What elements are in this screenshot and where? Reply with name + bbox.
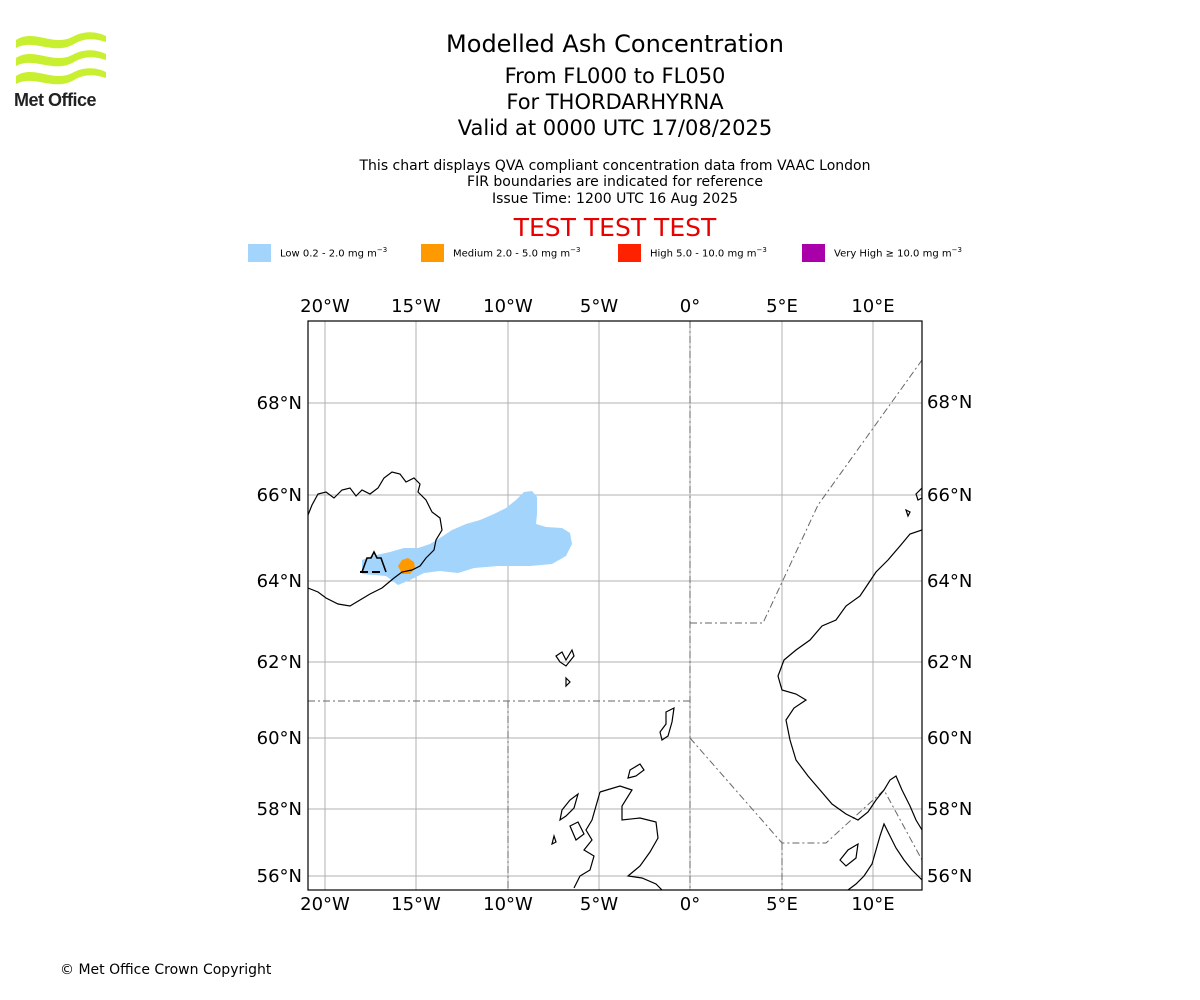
valid-time: Valid at 0000 UTC 17/08/2025 (457, 116, 773, 140)
lat-label-right: 60°N (927, 728, 972, 749)
lon-label-bottom: 10°W (483, 894, 533, 915)
test-banner: TEST TEST TEST (513, 213, 717, 242)
volcano-icon[interactable] (360, 550, 387, 573)
legend-label-high: High 5.0 - 10.0 mg m (650, 248, 757, 260)
legend-swatch-low (248, 244, 271, 262)
issue-time: Issue Time: 1200 UTC 16 Aug 2025 (491, 191, 739, 207)
volcano-location: For THORDARHYRNA (506, 90, 724, 114)
lat-label-right: 68°N (927, 392, 972, 413)
map-frame (307, 320, 923, 891)
lon-label-bottom: 5°W (580, 894, 618, 915)
flight-levels: From FL000 to FL050 (504, 64, 726, 88)
lon-label-top: 15°W (391, 296, 441, 317)
lon-label-bottom: 0° (680, 894, 700, 915)
skagerrak-coastline (847, 822, 922, 890)
lat-label-right: 66°N (927, 485, 972, 506)
lat-label-left: 62°N (257, 652, 302, 673)
fir-boundary-north-sea (689, 737, 922, 861)
legend-unit-high: −3 (756, 246, 767, 255)
lat-label-left: 66°N (257, 485, 302, 506)
orkney-islands (627, 763, 645, 779)
met-office-logo: Met Office (14, 30, 108, 112)
lat-label-left: 68°N (257, 393, 302, 414)
lon-label-bottom: 20°W (300, 894, 350, 915)
legend-unit-very-high: −3 (951, 246, 962, 255)
legend-label-medium: Medium 2.0 - 5.0 mg m (453, 248, 571, 260)
lon-label-bottom: 15°W (391, 894, 441, 915)
legend-swatch-high (618, 244, 641, 262)
coastlines (308, 471, 922, 890)
shetland-islands (659, 706, 675, 741)
copyright-notice: © Met Office Crown Copyright (60, 962, 272, 978)
norway-islet (904, 508, 911, 518)
lon-label-top: 5°W (580, 296, 618, 317)
fir-boundary-norway (690, 359, 922, 624)
logo-text: Met Office (14, 90, 97, 110)
lat-label-right: 62°N (927, 652, 972, 673)
legend-item-very-high: Very High ≥ 10.0 mg m−3 (802, 244, 962, 262)
outer-hebrides (559, 792, 580, 822)
small-island (551, 833, 557, 846)
lon-label-top: 5°E (766, 296, 798, 317)
faroe-islands (555, 648, 575, 667)
lat-label-left: 58°N (257, 799, 302, 820)
legend-unit-low: −3 (376, 246, 388, 255)
norway-coastline (777, 529, 922, 831)
map-background (308, 321, 922, 890)
lat-label-right: 58°N (927, 799, 972, 820)
faroe-islands-south (565, 676, 571, 688)
description-line-1: This chart displays QVA compliant concen… (359, 158, 871, 174)
lat-labels-left: 68°N 66°N 64°N 62°N 60°N 58°N 56°N (257, 393, 302, 887)
legend-label-very-high: Very High ≥ 10.0 mg m (834, 248, 952, 260)
norway-north-island (915, 487, 922, 501)
lon-label-top: 0° (680, 296, 700, 317)
legend-item-medium: Medium 2.0 - 5.0 mg m−3 (421, 244, 580, 262)
lon-label-top: 10°E (851, 296, 894, 317)
lat-labels-right: 68°N 66°N 64°N 62°N 60°N 58°N 56°N (927, 392, 972, 887)
legend-label-low: Low 0.2 - 2.0 mg m (280, 248, 377, 260)
denmark-north (839, 842, 859, 867)
fir-boundaries (308, 321, 922, 890)
lon-label-top: 10°W (483, 296, 533, 317)
scotland-coastline (573, 785, 663, 890)
ash-low-concentration (362, 491, 572, 585)
lat-label-left: 60°N (257, 728, 302, 749)
map-plot-area (308, 321, 922, 890)
lon-label-bottom: 5°E (766, 894, 798, 915)
legend-swatch-very-high (802, 244, 825, 262)
inner-hebrides (569, 821, 585, 841)
concentration-legend: Low 0.2 - 2.0 mg m−3 Medium 2.0 - 5.0 mg… (0, 244, 1200, 264)
description-line-2: FIR boundaries are indicated for referen… (467, 174, 763, 190)
chart-title: Modelled Ash Concentration (446, 30, 784, 58)
lon-labels-bottom: 20°W 15°W 10°W 5°W 0° 5°E 10°E (300, 894, 894, 915)
legend-item-low: Low 0.2 - 2.0 mg m−3 (248, 244, 387, 262)
legend-item-high: High 5.0 - 10.0 mg m−3 (618, 244, 767, 262)
legend-unit-medium: −3 (570, 246, 581, 255)
legend-swatch-medium (421, 244, 444, 262)
lon-labels-top: 20°W 15°W 10°W 5°W 0° 5°E 10°E (300, 296, 894, 317)
logo-waves-icon (16, 32, 106, 85)
lat-label-left: 56°N (257, 866, 302, 887)
lat-label-right: 56°N (927, 866, 972, 887)
lat-label-right: 64°N (927, 571, 972, 592)
lat-label-left: 64°N (257, 571, 302, 592)
lon-label-top: 20°W (300, 296, 350, 317)
lon-label-bottom: 10°E (851, 894, 894, 915)
iceland-coastline (308, 471, 443, 607)
